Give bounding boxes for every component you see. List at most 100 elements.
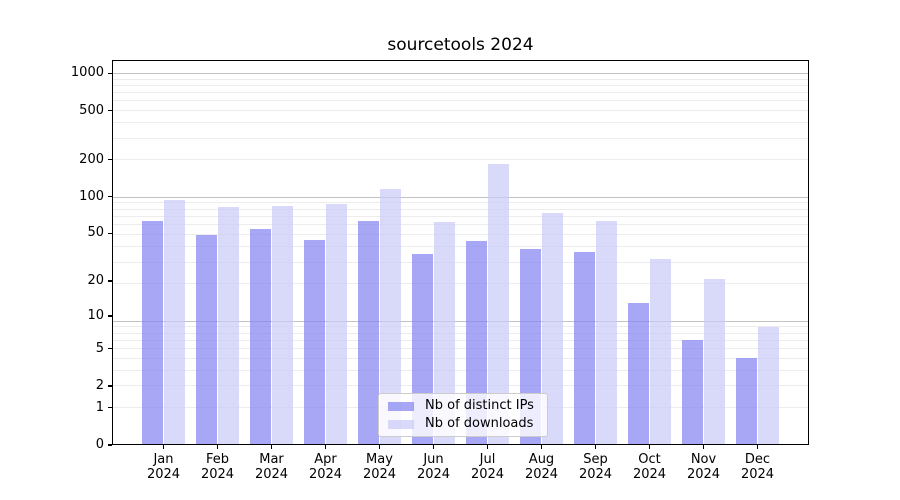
- gridline-minor: [113, 122, 808, 124]
- gridline-minor: [113, 137, 808, 139]
- gridline-minor: [113, 246, 808, 248]
- gridline-minor: [113, 234, 808, 236]
- x-tick: [270, 445, 273, 449]
- x-tick-label-year: 2024: [632, 467, 667, 482]
- x-tick-label-year: 2024: [740, 467, 775, 482]
- gridline-minor: [113, 224, 808, 226]
- y-tick-label: 1000: [70, 65, 104, 81]
- x-tick-label-month: Jan: [153, 452, 174, 467]
- gridline-major: [113, 72, 808, 74]
- x-tick: [756, 445, 759, 449]
- y-tick: [108, 385, 112, 387]
- bar-downloads: [433, 222, 456, 444]
- x-tick-label-year: 2024: [578, 467, 613, 482]
- gridline-minor: [113, 261, 808, 263]
- bar-distinct-ips: [735, 358, 758, 444]
- y-tick: [108, 315, 112, 317]
- legend-item-distinct-ips: Nb of distinct IPs: [388, 399, 539, 413]
- y-tick-label: 200: [79, 151, 104, 167]
- gridline-minor: [113, 78, 808, 80]
- x-tick-label-year: 2024: [308, 467, 343, 482]
- x-tick: [324, 445, 327, 449]
- bar-downloads: [379, 189, 402, 444]
- x-tick-label-year: 2024: [254, 467, 289, 482]
- x-tick-label: Oct 2024: [622, 452, 678, 482]
- bar-distinct-ips: [195, 234, 218, 444]
- x-tick-label-month: Mar: [259, 452, 284, 467]
- x-tick-label: Nov 2024: [676, 452, 732, 482]
- gridline-minor: [113, 159, 808, 161]
- x-tick-label-month: Aug: [528, 452, 555, 467]
- bar-distinct-ips: [249, 229, 272, 444]
- x-tick-label-month: Feb: [205, 452, 230, 467]
- gridline-major: [113, 196, 808, 198]
- gridline-minor: [113, 348, 808, 350]
- x-tick-label-year: 2024: [362, 467, 397, 482]
- gridline-minor: [113, 84, 808, 86]
- x-tick-label-month: Sep: [583, 452, 608, 467]
- y-tick: [108, 158, 112, 161]
- x-tick-label-month: Dec: [744, 452, 771, 467]
- y-tick-label: 20: [87, 273, 104, 289]
- y-tick: [108, 72, 112, 75]
- gridline-minor: [113, 332, 808, 334]
- x-tick-label: Sep 2024: [568, 452, 624, 482]
- bar-downloads: [595, 221, 618, 444]
- gridline-minor: [113, 326, 808, 328]
- gridline-minor: [113, 283, 808, 285]
- y-tick-label: 0: [95, 437, 104, 452]
- gridline-minor: [113, 92, 808, 94]
- bar-downloads: [541, 212, 564, 444]
- gridline-minor: [113, 369, 808, 371]
- legend-swatch-distinct-ips: [388, 401, 414, 411]
- gridline-minor: [113, 385, 808, 387]
- y-tick-label: 100: [79, 188, 104, 204]
- x-tick-label-year: 2024: [200, 467, 235, 482]
- y-tick: [108, 406, 112, 409]
- x-tick: [648, 445, 651, 449]
- x-tick: [540, 445, 543, 449]
- y-tick-label: 1: [95, 399, 104, 415]
- x-tick-label: Jul 2024: [460, 452, 516, 482]
- chart-title: sourcetools 2024: [387, 35, 534, 55]
- y-tick: [108, 280, 112, 282]
- y-tick: [108, 347, 112, 350]
- y-tick-label: 500: [79, 102, 104, 118]
- x-tick-label-month: May: [366, 452, 393, 467]
- x-tick: [702, 445, 705, 449]
- bar-downloads: [325, 203, 348, 444]
- bar-distinct-ips: [357, 221, 380, 444]
- x-tick-label-year: 2024: [686, 467, 721, 482]
- y-tick-label: 10: [87, 307, 104, 323]
- x-tick: [486, 445, 489, 449]
- x-tick-label-month: Oct: [638, 452, 661, 467]
- x-tick: [162, 445, 165, 449]
- bar-downloads: [163, 200, 186, 444]
- x-tick-label: Feb 2024: [190, 452, 246, 482]
- x-tick-label: Jun 2024: [406, 452, 462, 482]
- bar-distinct-ips: [573, 252, 596, 444]
- y-tick-label: 50: [87, 225, 104, 241]
- bar-downloads: [217, 206, 240, 444]
- y-tick-label: 5: [95, 340, 104, 356]
- x-tick-label-month: Jul: [479, 452, 496, 467]
- bar-downloads: [703, 278, 726, 444]
- x-tick: [216, 445, 219, 449]
- y-tick: [108, 109, 112, 112]
- gridline-minor: [113, 339, 808, 341]
- x-tick-label-year: 2024: [524, 467, 559, 482]
- x-tick-label: May 2024: [352, 452, 408, 482]
- x-tick-label: Aug 2024: [514, 452, 570, 482]
- y-tick-label: 2: [95, 377, 104, 393]
- x-tick-label-year: 2024: [146, 467, 181, 482]
- y-tick: [108, 444, 112, 446]
- x-tick-label: Dec 2024: [730, 452, 786, 482]
- bar-downloads: [649, 258, 672, 444]
- gridline-minor: [113, 208, 808, 210]
- legend-swatch-downloads: [388, 419, 414, 429]
- gridline-minor: [113, 202, 808, 204]
- bar-downloads: [757, 326, 780, 444]
- x-tick: [378, 445, 381, 449]
- bar-distinct-ips: [681, 340, 704, 444]
- x-tick-label-year: 2024: [416, 467, 451, 482]
